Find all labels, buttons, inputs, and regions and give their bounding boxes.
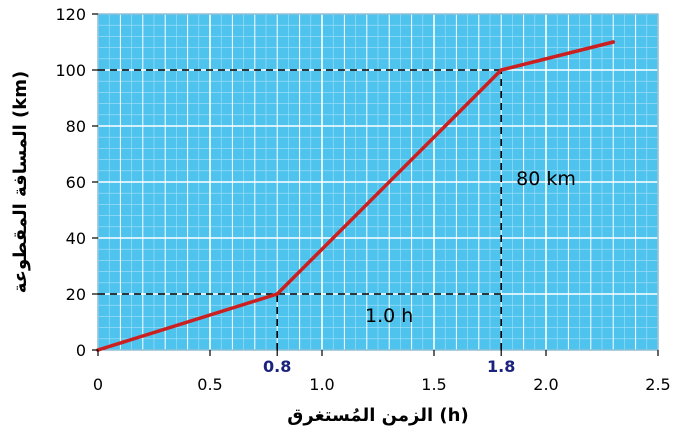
y-tick-label: 120 bbox=[55, 5, 86, 24]
x-tick-label: 1.0 bbox=[309, 375, 334, 394]
x-tick-label: 2.5 bbox=[645, 375, 670, 394]
axis-ticks: 0 0.5 1.0 1.5 2.0 2.5 0 20 40 60 80 100 120 0.8 1.8 bbox=[55, 5, 670, 394]
highlight-tick-label: 0.8 bbox=[263, 357, 291, 376]
x-tick-label: 2.0 bbox=[533, 375, 558, 394]
highlight-tick-label: 1.8 bbox=[487, 357, 515, 376]
x-tick-label: 1.5 bbox=[421, 375, 446, 394]
annotation-label: 80 km bbox=[516, 168, 576, 190]
annotation-label: 1.0 h bbox=[365, 305, 413, 327]
annotations: 1.0 h 80 km bbox=[365, 168, 576, 327]
y-tick-label: 40 bbox=[66, 229, 86, 248]
data-point bbox=[611, 40, 615, 44]
data-point bbox=[499, 68, 504, 72]
y-tick-label: 80 bbox=[66, 117, 86, 136]
y-tick-label: 20 bbox=[66, 285, 86, 304]
x-axis-title: الزمن المُستغرق (h) bbox=[287, 405, 468, 426]
data-point bbox=[275, 292, 280, 296]
y-axis-title: المسافة المقطوعة (km) bbox=[10, 71, 31, 293]
guide-lines bbox=[98, 69, 503, 350]
y-tick-label: 100 bbox=[55, 61, 86, 80]
x-tick-label: 0.5 bbox=[197, 375, 222, 394]
series-line bbox=[96, 40, 615, 352]
y-tick-label: 60 bbox=[66, 173, 86, 192]
x-tick-label: 0 bbox=[93, 375, 103, 394]
y-tick-label: 0 bbox=[76, 341, 86, 360]
